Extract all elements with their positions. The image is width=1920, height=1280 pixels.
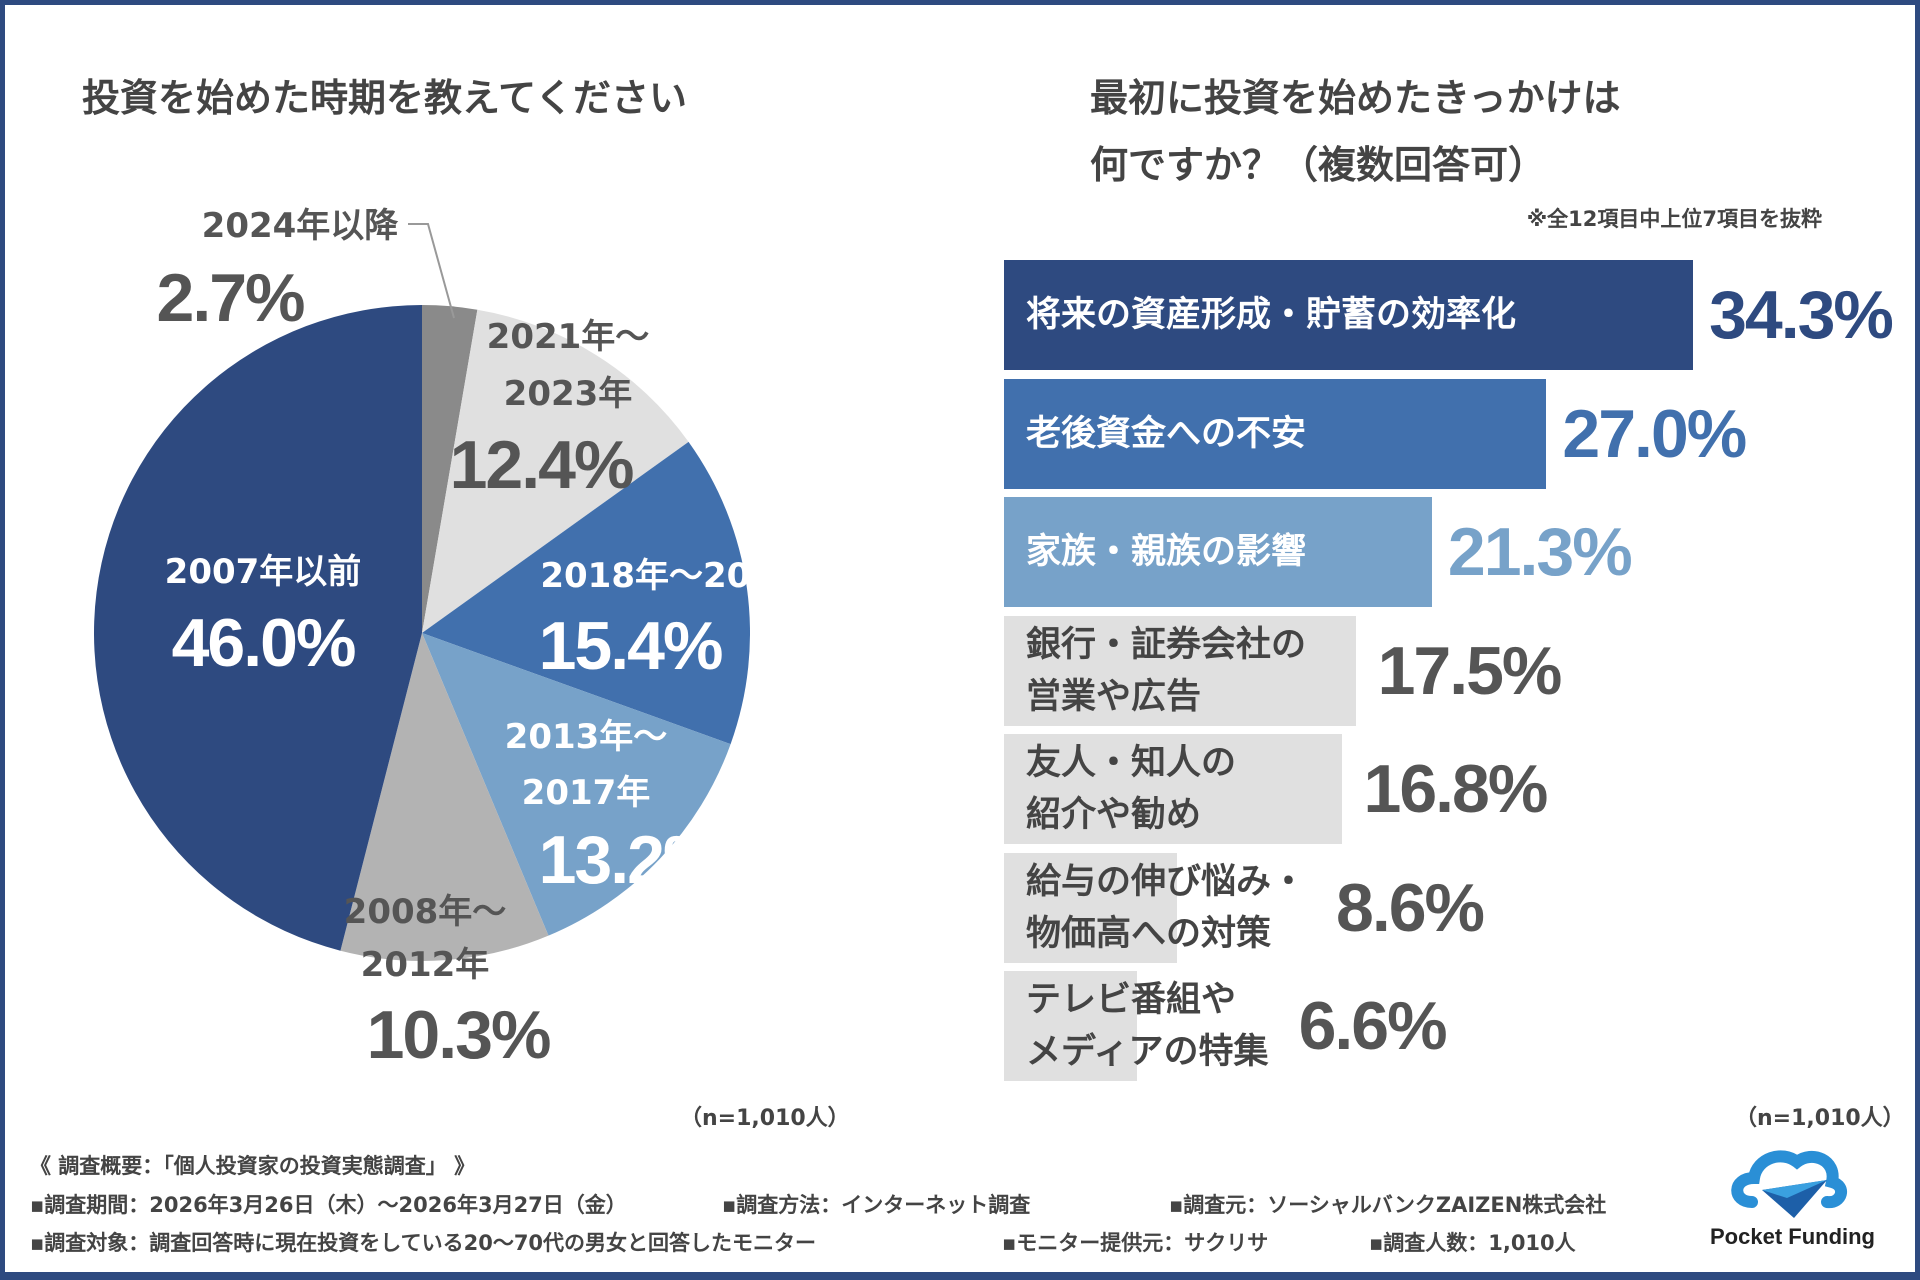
bar-value-label: 8.6%: [1336, 869, 1485, 946]
bar-n-label: （n=1,010人）: [1735, 1106, 1905, 1131]
pie-label: 2018年～2020年: [540, 556, 831, 596]
bar-label: 老後資金への不安: [1026, 413, 1307, 454]
bar-value-label: 21.3%: [1447, 514, 1633, 590]
bar: 友人・知人の 紹介や勧め: [1004, 734, 1342, 844]
pie-slice: [422, 309, 689, 633]
pie-label: 2007年以前: [165, 552, 362, 592]
pie-n-label: （n=1,010人）: [680, 1106, 850, 1131]
bar-label: 将来の資産形成・貯蓄の効率化: [1026, 295, 1517, 335]
bar: 老後資金への不安: [1004, 378, 1547, 489]
bar: 家族・親族の影響: [1004, 497, 1432, 607]
pie-slice: [422, 633, 731, 936]
bar: 将来の資産形成・貯蓄の効率化: [1004, 260, 1694, 370]
pie-value-label: 13.2%: [539, 822, 722, 898]
bar: 銀行・証券会社の 営業や広告: [1004, 615, 1356, 726]
bar-label: 友人・知人の 紹介や勧め: [1026, 743, 1237, 835]
pie-slice: [422, 305, 478, 633]
pie-value-label: 2.7%: [157, 260, 305, 336]
pie-label: 2012年: [361, 945, 490, 985]
cloud-paper-plane-icon: [1731, 1150, 1847, 1218]
pocket-funding-logo: Pocket Funding: [1690, 1140, 1895, 1260]
bar-label: テレビ番組や メディアの特集: [1026, 980, 1269, 1072]
pie-title: 投資を始めた時期を教えてください: [82, 76, 687, 120]
footer-method: ▪調査方法：インターネット調査: [722, 1193, 1031, 1217]
bar-label: 家族・親族の影響: [1026, 532, 1307, 572]
pie-label: 2024年以降: [202, 206, 400, 246]
bar: 給与の伸び悩み・ 物価高への対策: [1004, 852, 1306, 963]
pie-label: 2008年～: [344, 892, 507, 932]
pie-label: 2021年～: [487, 317, 650, 357]
leader-line: [408, 223, 455, 319]
footer-source: ▪調査元：ソーシャルバンクZAIZEN株式会社: [1169, 1193, 1607, 1217]
pie-value-label: 46.0%: [172, 605, 355, 681]
pie-slice: [94, 305, 423, 951]
pie-value-label: 12.4%: [450, 427, 633, 503]
footer-period: ▪調査期間：2026年3月26日（木）～2026年3月27日（金）: [30, 1193, 627, 1217]
bar-label: 銀行・証券会社の 営業や広告: [1026, 624, 1307, 717]
pie-label: 2023年: [504, 374, 633, 414]
pie-value-label: 10.3%: [367, 997, 550, 1073]
bar-note: ※全12項目中上位7項目を抜粋: [1526, 207, 1822, 231]
pie-slice: [422, 441, 750, 745]
footer-provider: ▪モニター提供元：サクリサ: [1002, 1231, 1269, 1255]
pie-label: 2017年: [522, 773, 651, 813]
pie-slice: [340, 633, 549, 961]
bar-value-label: 27.0%: [1562, 395, 1747, 472]
pie-value-label: 15.4%: [539, 608, 722, 684]
footer-target: ▪調査対象：調査回答時に現在投資をしている20～70代の男女と回答したモニター: [30, 1231, 817, 1255]
pie-label: 2013年～: [505, 717, 668, 757]
bar-title-line2: 何ですか？（複数回答可）: [1090, 143, 1547, 187]
logo-text: Pocket Funding: [1710, 1224, 1875, 1249]
bar-value-label: 34.3%: [1709, 277, 1894, 353]
bar-value-label: 6.6%: [1298, 988, 1448, 1064]
bar-value-label: 17.5%: [1377, 632, 1563, 709]
footer-heading: 《 調査概要：「個人投資家の投資実態調査」 》: [30, 1154, 476, 1178]
footer-count: ▪調査人数：1,010人: [1369, 1231, 1576, 1255]
bar-value-label: 16.8%: [1363, 751, 1549, 827]
bar-title-line1: 最初に投資を始めたきっかけは: [1090, 76, 1621, 120]
bar: テレビ番組や メディアの特集: [1004, 971, 1269, 1081]
bar-label: 給与の伸び悩み・ 物価高への対策: [1026, 861, 1307, 954]
